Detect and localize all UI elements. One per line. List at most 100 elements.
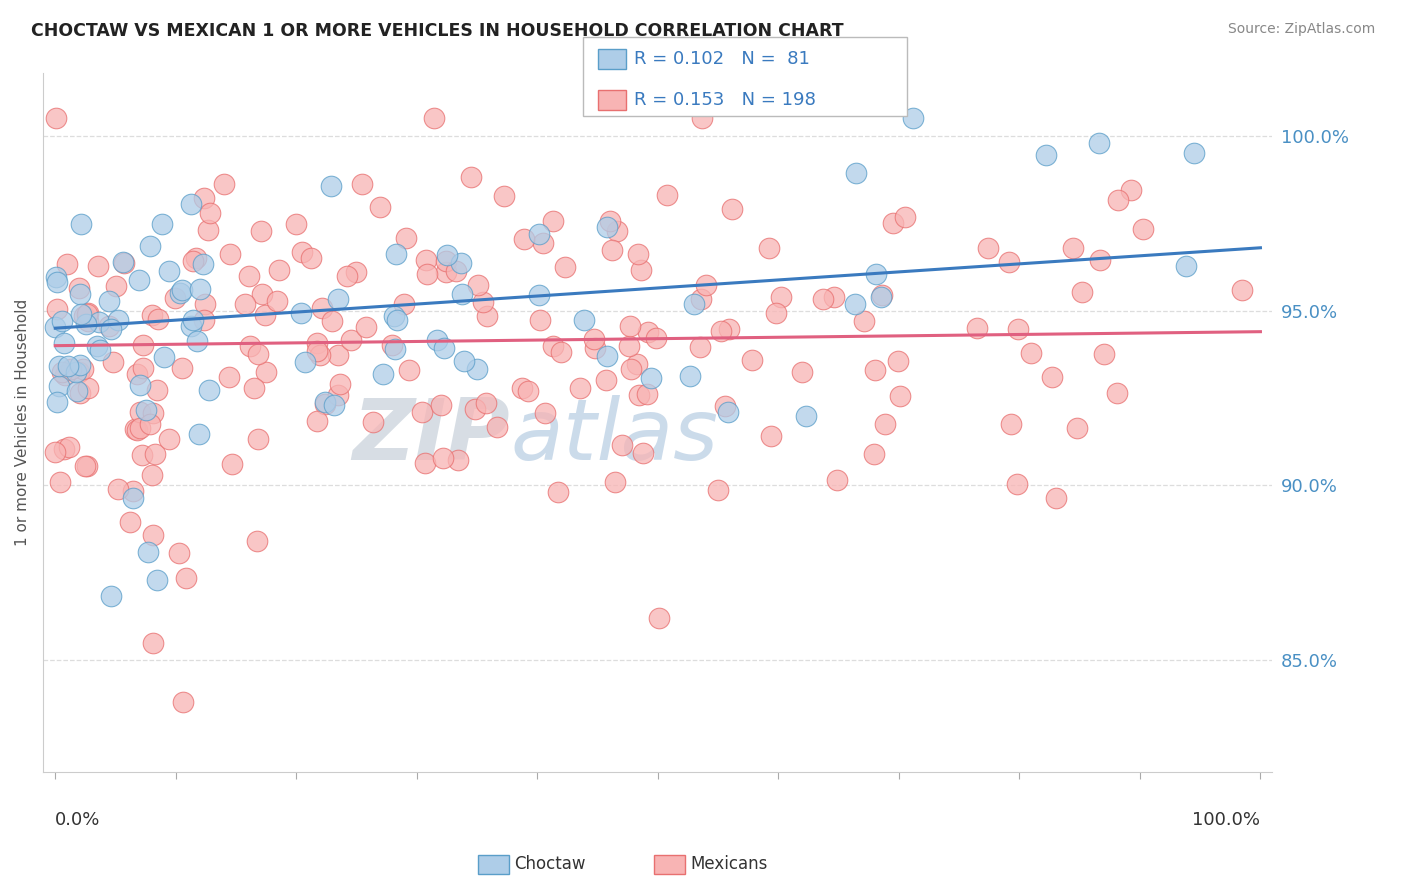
Point (242, 381, 264, 395)
Point (429, 398, 451, 412)
Point (464, 401, 486, 416)
Point (186, 334, 208, 348)
Point (444, 263, 467, 277)
Point (51, 314, 73, 328)
Point (533, 406, 555, 420)
Point (299, 251, 322, 265)
Point (56, 257, 79, 271)
Point (77, 314, 100, 328)
Point (845, 166, 868, 180)
Point (471, 294, 494, 309)
Point (181, 253, 204, 268)
Point (368, 200, 391, 214)
Point (1007, 476, 1029, 491)
Point (583, 341, 606, 355)
Point (453, 353, 475, 368)
Point (169, 285, 191, 300)
Point (758, 241, 780, 255)
Point (387, 312, 409, 326)
Point (58, 441, 80, 455)
Point (52, 335, 75, 350)
Point (87, 259, 110, 273)
Point (103, 355, 125, 369)
Point (194, 297, 217, 311)
Point (290, 306, 312, 320)
Point (977, 241, 1000, 255)
Point (170, 283, 193, 297)
Point (246, 432, 269, 446)
Point (415, 252, 437, 267)
Point (1132, 222, 1154, 236)
Point (619, 319, 641, 334)
Point (872, 288, 894, 302)
Point (682, 297, 704, 311)
Point (138, 417, 160, 431)
Point (901, 112, 924, 126)
Point (125, 367, 148, 381)
Point (648, 611, 671, 625)
Point (1090, 252, 1112, 267)
Point (67, 365, 90, 379)
Point (107, 482, 129, 496)
Point (626, 357, 648, 371)
Point (568, 381, 591, 395)
Point (889, 389, 911, 403)
Point (181, 313, 204, 327)
Point (494, 189, 516, 203)
Point (690, 112, 713, 126)
Point (769, 290, 792, 304)
Point (1088, 136, 1111, 150)
Point (606, 224, 628, 238)
Point (392, 296, 415, 310)
Text: R = 0.153   N = 198: R = 0.153 N = 198 (634, 91, 815, 109)
Point (434, 253, 457, 268)
Point (870, 290, 893, 304)
Point (541, 214, 564, 228)
Point (385, 247, 408, 261)
Point (794, 409, 817, 423)
Point (121, 491, 143, 505)
Point (269, 263, 291, 277)
Point (294, 355, 316, 369)
Point (219, 247, 242, 261)
Point (695, 277, 717, 292)
Point (825, 473, 848, 487)
Point (314, 395, 336, 409)
Point (132, 361, 155, 376)
Point (630, 262, 652, 277)
Point (73, 310, 96, 324)
Point (633, 446, 655, 460)
Point (75, 317, 97, 331)
Point (603, 475, 626, 490)
Point (75, 459, 97, 474)
Point (135, 402, 157, 417)
Point (254, 365, 277, 379)
Point (717, 322, 740, 336)
Point (250, 224, 273, 238)
Point (865, 267, 887, 281)
Point (198, 206, 221, 220)
Point (321, 314, 343, 328)
Point (1107, 193, 1129, 207)
Point (129, 421, 152, 435)
Point (305, 336, 328, 351)
Point (527, 227, 550, 241)
Point (72, 362, 94, 376)
Point (122, 483, 145, 498)
Point (53, 368, 76, 382)
Point (152, 217, 174, 231)
Point (98, 318, 121, 333)
Point (637, 325, 659, 339)
Point (863, 447, 886, 461)
Point (344, 265, 367, 279)
Point (465, 362, 488, 376)
Text: CHOCTAW VS MEXICAN 1 OR MORE VEHICLES IN HOUSEHOLD CORRELATION CHART: CHOCTAW VS MEXICAN 1 OR MORE VEHICLES IN… (31, 22, 844, 40)
Point (741, 353, 763, 368)
Point (107, 313, 129, 327)
Point (475, 396, 498, 410)
Point (373, 367, 395, 381)
Point (1045, 491, 1067, 505)
Point (69, 217, 91, 231)
Point (432, 451, 454, 466)
Point (239, 339, 262, 353)
